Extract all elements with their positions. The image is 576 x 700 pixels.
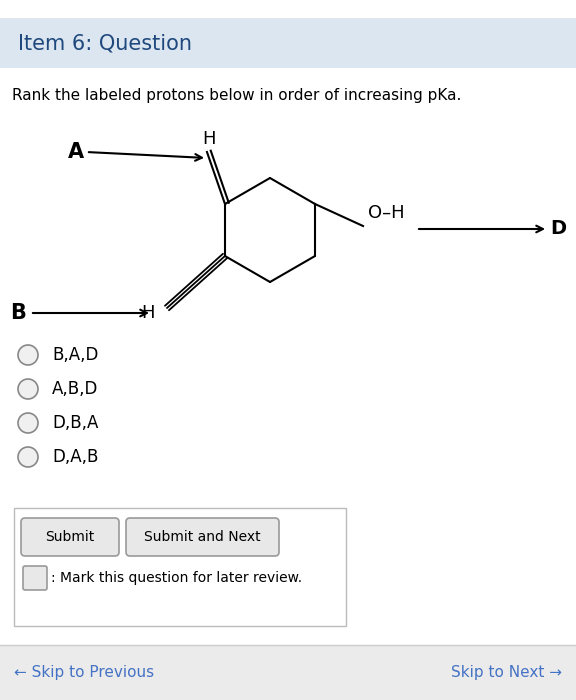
Text: Skip to Next →: Skip to Next →: [451, 666, 562, 680]
FancyBboxPatch shape: [126, 518, 279, 556]
Text: : Mark this question for later review.: : Mark this question for later review.: [51, 571, 302, 585]
Text: A,B,D: A,B,D: [52, 380, 98, 398]
FancyBboxPatch shape: [14, 508, 346, 626]
Circle shape: [18, 413, 38, 433]
FancyBboxPatch shape: [21, 518, 119, 556]
Text: B: B: [10, 303, 26, 323]
Text: H: H: [142, 304, 155, 322]
Text: D,A,B: D,A,B: [52, 448, 98, 466]
Text: Rank the labeled protons below in order of increasing pKa.: Rank the labeled protons below in order …: [12, 88, 461, 103]
Text: Submit and Next: Submit and Next: [143, 530, 260, 544]
Text: D,B,A: D,B,A: [52, 414, 98, 432]
Text: O–H: O–H: [368, 204, 405, 222]
FancyBboxPatch shape: [23, 566, 47, 590]
Text: H: H: [202, 130, 216, 148]
Text: ← Skip to Previous: ← Skip to Previous: [14, 666, 154, 680]
Text: A: A: [68, 142, 84, 162]
Circle shape: [18, 447, 38, 467]
Text: Submit: Submit: [46, 530, 94, 544]
Text: D: D: [550, 220, 566, 239]
Bar: [0, 645, 576, 700]
Text: Item 6: Question: Item 6: Question: [18, 33, 192, 53]
Bar: [0, 18, 576, 68]
Text: B,A,D: B,A,D: [52, 346, 98, 364]
Circle shape: [18, 379, 38, 399]
Circle shape: [18, 345, 38, 365]
